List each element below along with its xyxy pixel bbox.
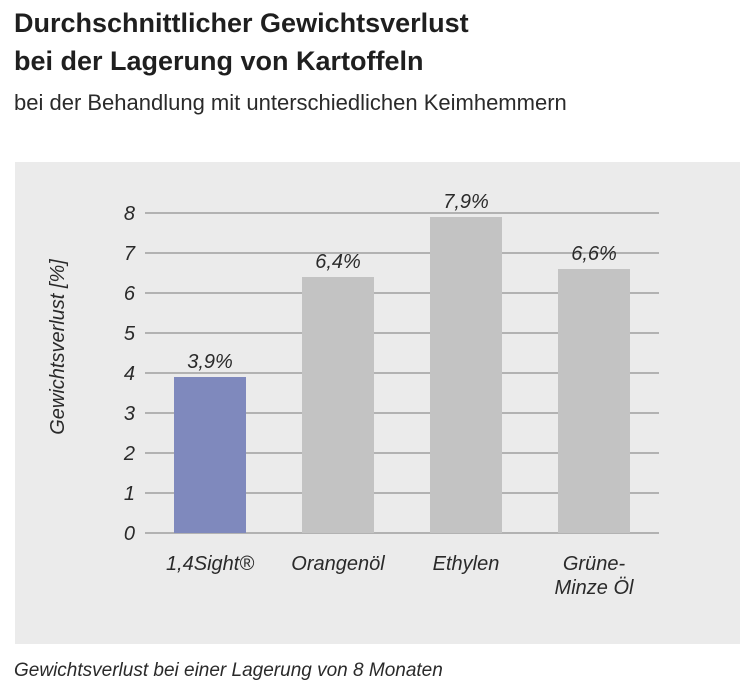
data-label: 3,9% <box>187 351 233 373</box>
y-axis-label: Gewichtsverlust [%] <box>47 259 69 435</box>
data-label: 6,4% <box>315 251 361 273</box>
y-tick-label: 5 <box>124 323 136 345</box>
category-label: Grüne-Minze Öl <box>555 553 634 599</box>
bar-2 <box>430 217 502 533</box>
category-labels: 1,4Sight® Orangenöl Ethylen Grüne-Minze Öl <box>166 553 634 599</box>
chart-subtitle: bei der Behandlung mit unterschiedlichen… <box>14 90 567 115</box>
y-tick-label: 8 <box>124 203 135 225</box>
chart-title-line-2: bei der Lagerung von Kartoffeln <box>14 46 424 76</box>
data-label: 6,6% <box>571 243 617 265</box>
y-tick-label: 4 <box>124 363 135 385</box>
bars <box>174 217 630 533</box>
bar-0 <box>174 377 246 533</box>
y-tick-label: 3 <box>124 403 135 425</box>
chart-title-line-1: Durchschnittlicher Gewichtsverlust <box>14 8 469 38</box>
data-labels: 3,9% 6,4% 7,9% 6,6% <box>187 191 617 373</box>
bar-3 <box>558 269 630 533</box>
y-tick-label: 6 <box>124 283 136 305</box>
category-label: Orangenöl <box>291 553 385 575</box>
chart-panel: 0 1 2 3 4 5 6 7 8 3,9% 6,4% 7,9% 6,6% 1,4Sight® Oran… <box>15 162 740 644</box>
bar-1 <box>302 277 374 533</box>
y-tick-label: 1 <box>124 483 135 505</box>
y-tick-label: 0 <box>124 523 135 545</box>
chart-title: Durchschnittlicher Gewichtsverlust bei d… <box>14 4 734 80</box>
y-axis-ticks: 0 1 2 3 4 5 6 7 8 <box>123 203 136 545</box>
y-tick-label: 7 <box>124 243 136 265</box>
category-label: 1,4Sight® <box>166 553 254 575</box>
y-tick-label: 2 <box>123 443 135 465</box>
bar-chart: 0 1 2 3 4 5 6 7 8 3,9% 6,4% 7,9% 6,6% 1,4Sight® Oran… <box>47 191 659 599</box>
footnote: Gewichtsverlust bei einer Lagerung von 8… <box>14 660 443 681</box>
category-label: Ethylen <box>433 553 500 575</box>
data-label: 7,9% <box>443 191 489 213</box>
